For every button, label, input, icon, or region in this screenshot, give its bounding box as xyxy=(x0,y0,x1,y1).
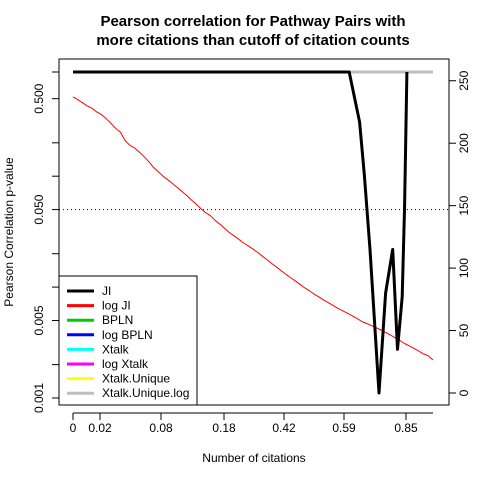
chart-title-line-1: Pearson correlation for Pathway Pairs wi… xyxy=(100,13,405,30)
chart-title-line-2: more citations than cutoff of citation c… xyxy=(96,32,409,49)
series-layer xyxy=(72,70,434,395)
y-axis-left: 0.500 0.050 0.005 0.001 xyxy=(32,71,60,413)
y-right-tick-label: 250 xyxy=(457,70,471,90)
x-tick-label: 0 xyxy=(70,421,77,435)
legend-label: Xtalk.Unique.log xyxy=(102,386,189,400)
legend-box xyxy=(58,275,198,406)
series-line-log-ji xyxy=(72,96,434,361)
legend-label: log JI xyxy=(102,299,131,313)
legend-label: log Xtalk xyxy=(102,357,149,371)
legend-label: Xtalk xyxy=(102,342,130,356)
series-line-ji xyxy=(73,70,409,395)
x-tick-label: 0.59 xyxy=(332,421,356,435)
legend-label: Xtalk.Unique xyxy=(102,372,170,386)
x-tick-label: 0.42 xyxy=(272,421,296,435)
plot-area xyxy=(58,58,450,406)
y-right-tick-label: 50 xyxy=(457,324,471,338)
y-axis-label: Pearson Correlation p-value xyxy=(2,157,16,307)
x-tick-label: 0.18 xyxy=(212,421,236,435)
y-left-tick-label: 0.001 xyxy=(32,383,46,413)
legend-label: JI xyxy=(102,284,111,298)
x-tick-label: 0.85 xyxy=(394,421,418,435)
y-right-tick-label: 0 xyxy=(457,389,471,396)
x-axis: 0 0.02 0.08 0.18 0.42 0.59 0.85 xyxy=(70,412,433,435)
y-left-tick-label: 0.050 xyxy=(32,194,46,224)
legend-label: log BPLN xyxy=(102,328,153,342)
y-right-tick-label: 150 xyxy=(457,195,471,215)
x-tick-label: 0.02 xyxy=(88,421,112,435)
y-right-tick-label: 200 xyxy=(457,133,471,153)
x-axis-label: Number of citations xyxy=(202,451,305,465)
legend-label: BPLN xyxy=(102,313,133,327)
x-tick-label: 0.08 xyxy=(149,421,173,435)
y-axis-right: 0 50 100 150 200 250 xyxy=(448,70,471,396)
y-left-tick-label: 0.005 xyxy=(32,305,46,335)
y-left-tick-label: 0.500 xyxy=(32,83,46,113)
y-right-tick-label: 100 xyxy=(457,258,471,278)
